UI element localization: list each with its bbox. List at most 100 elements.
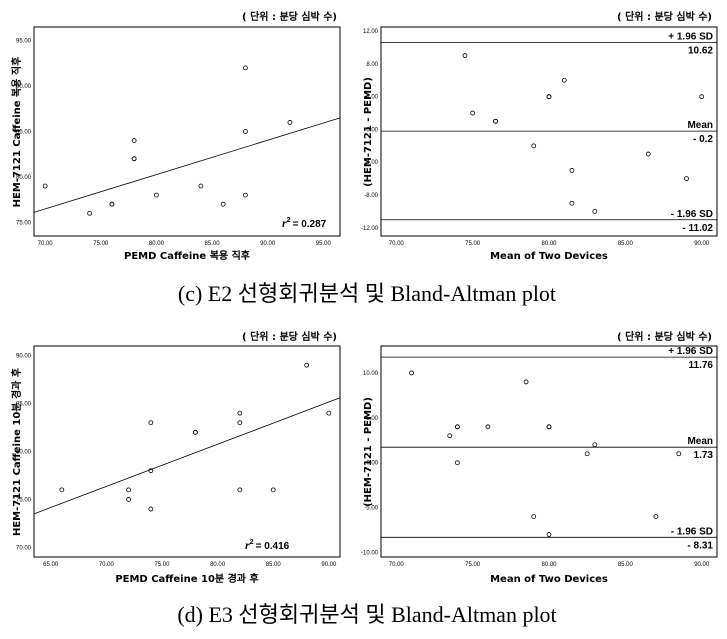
unit-label-c2: ( 단위 : 분당 심박 수) <box>617 10 712 23</box>
data-point <box>569 168 575 173</box>
unit-label-d2: ( 단위 : 분당 심박 수) <box>617 330 712 343</box>
data-point <box>569 200 575 206</box>
x-tick-label: 70.00 <box>389 241 405 247</box>
data-point <box>592 209 598 214</box>
regression-line <box>33 397 341 515</box>
y-tick-label: -12.00 <box>361 226 379 232</box>
data-point <box>523 379 529 385</box>
unit-label-d1: ( 단위 : 분당 심박 수) <box>242 330 337 343</box>
x-tick-label: 90.00 <box>321 562 337 568</box>
axis-ticks-d2: 70.00 75.00 80.00 85.00 90.00 10.00 5.00 0.00 -5… <box>361 371 710 568</box>
data-point <box>42 183 48 189</box>
reference-line-value: 11.76 <box>689 360 714 371</box>
data-point <box>676 451 682 457</box>
y-tick-label: 95.00 <box>16 39 32 45</box>
data-marks-c2: + 1.96 SD 10.62 Mean - 0.2 - 1.96 SD - 11.02 <box>381 31 717 234</box>
data-point <box>109 201 115 207</box>
data-point <box>493 118 498 124</box>
data-point <box>192 429 198 435</box>
y-tick-label: 8.00 <box>366 62 378 68</box>
reference-line-label: - 1.96 SD <box>671 526 713 537</box>
reference-line-value: - 11.02 <box>682 223 713 234</box>
data-point <box>653 514 659 519</box>
y-tick-label: 0.00 <box>366 461 378 467</box>
y-tick-label: 10.00 <box>363 371 379 377</box>
data-point <box>485 424 491 430</box>
data-point <box>87 210 93 216</box>
y-tick-label: 80.00 <box>16 450 32 456</box>
y-tick-label: 85.00 <box>16 402 32 408</box>
y-tick-label: 75.00 <box>16 220 32 226</box>
data-point <box>59 487 65 493</box>
xlabel-d2: Mean of Two Devices <box>490 574 608 585</box>
x-tick-label: 75.00 <box>93 241 109 247</box>
reference-line-label: Mean <box>687 120 713 131</box>
data-point <box>699 94 705 100</box>
data-point <box>546 424 552 430</box>
reference-line-label: - 1.96 SD <box>671 209 713 220</box>
data-marks-d2: + 1.96 SD 11.76 Mean 1.73 - 1.96 SD - 8.31 <box>381 346 717 551</box>
data-point <box>326 410 332 416</box>
data-point <box>126 487 131 493</box>
xlabel-c2: Mean of Two Devices <box>490 251 608 262</box>
data-point <box>304 362 310 368</box>
reference-line-label: + 1.96 SD <box>668 31 713 42</box>
r2-label-d1: r2 = 0.416 <box>245 538 290 552</box>
ylabel-c2: (HEM-7121 - PEMD) <box>363 77 374 187</box>
y-tick-label: -10.00 <box>361 551 379 557</box>
axis-ticks-c1: 70.00 75.00 80.00 85.00 90.00 95.00 75.00 80.00… <box>16 39 331 247</box>
data-point <box>447 433 453 439</box>
x-tick-label: 75.00 <box>154 562 170 568</box>
y-tick-label: 12.00 <box>363 29 379 35</box>
data-point <box>584 451 590 457</box>
data-point <box>148 420 154 426</box>
ylabel-d1: HEM-7121 Caffeine 10분 경과 후 <box>10 368 23 536</box>
data-point <box>462 53 468 59</box>
data-marks-c1 <box>33 65 341 216</box>
reference-line-label: + 1.96 SD <box>668 346 713 357</box>
data-point <box>470 110 476 116</box>
regression-line <box>33 117 341 213</box>
x-tick-label: 80.00 <box>541 241 557 247</box>
x-tick-label: 85.00 <box>618 241 634 247</box>
x-tick-label: 80.00 <box>541 562 557 568</box>
r2-label-c1: r2 = 0.287 <box>282 216 327 230</box>
data-point <box>409 370 414 376</box>
data-point <box>454 424 460 430</box>
data-point <box>237 420 243 426</box>
reference-line-value: 1.73 <box>694 450 714 461</box>
data-point <box>126 497 131 502</box>
x-tick-label: 95.00 <box>316 241 332 247</box>
panel-d2: ( 단위 : 분당 심박 수) 70.00 75.00 80.00 85.00 90.0… <box>361 330 718 585</box>
y-tick-label: 75.00 <box>16 497 32 503</box>
data-point <box>592 442 598 448</box>
x-tick-label: 90.00 <box>694 562 710 568</box>
data-point <box>237 487 243 493</box>
data-point <box>131 156 137 162</box>
xlabel-d1: PEMD Caffeine 10분 경과 후 <box>115 572 258 585</box>
unit-label-c1: ( 단위 : 분당 심박 수) <box>242 10 337 23</box>
data-point <box>153 192 159 198</box>
data-point <box>531 514 537 519</box>
y-tick-label: 80.00 <box>16 175 32 181</box>
x-tick-label: 90.00 <box>260 241 276 247</box>
data-point <box>131 138 137 143</box>
data-point <box>287 120 293 125</box>
data-point <box>237 410 243 416</box>
plot-area-d1 <box>33 345 341 558</box>
data-point <box>454 460 460 466</box>
y-tick-label: 0.00 <box>366 127 378 133</box>
plot-area-c2 <box>380 26 718 237</box>
y-tick-label: 4.00 <box>366 95 378 101</box>
plot-area-c1 <box>33 26 341 237</box>
y-tick-label: -4.00 <box>364 160 378 166</box>
xlabel-c1: PEMD Caffeine 복용 직후 <box>124 249 250 262</box>
data-point <box>546 94 552 100</box>
data-point <box>531 143 537 149</box>
y-tick-label: 90.00 <box>16 84 32 90</box>
x-tick-label: 90.00 <box>694 241 710 247</box>
ylabel-c1: HEM-7121 Caffeine 복용 직후 <box>10 57 23 208</box>
y-tick-label: 5.00 <box>366 416 378 422</box>
panel-c1: ( 단위 : 분당 심박 수) 70.00 75.00 80.00 85.00 90.0… <box>10 10 341 262</box>
